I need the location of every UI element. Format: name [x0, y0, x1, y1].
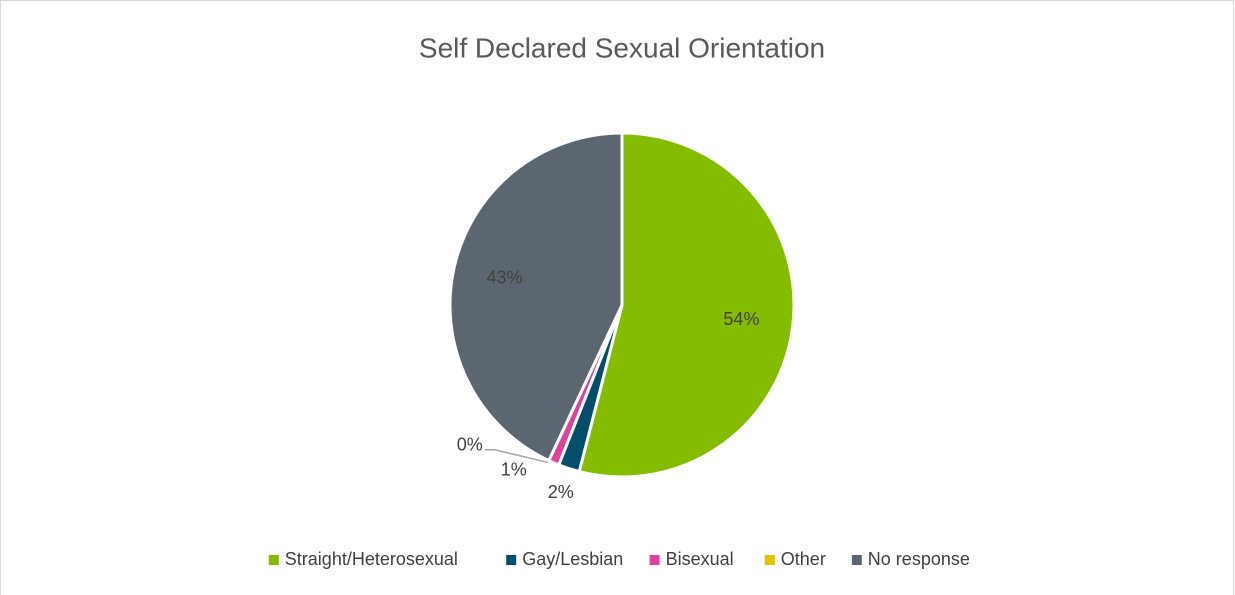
legend-label: Gay/Lesbian	[522, 549, 623, 569]
legend-label: Straight/Heterosexual	[285, 549, 458, 569]
pie-slice	[577, 131, 796, 479]
chart-title: Self Declared Sexual Orientation	[419, 32, 825, 63]
leader-line	[484, 449, 549, 464]
legend-swatch	[506, 555, 517, 565]
data-label: 1%	[501, 460, 527, 480]
legend-swatch	[764, 555, 775, 565]
pie-slice	[448, 131, 624, 463]
legend-swatch	[268, 555, 279, 565]
legend-label: Other	[781, 549, 826, 569]
data-label: 2%	[548, 482, 574, 502]
legend-label: No response	[868, 549, 970, 569]
data-label: 0%	[457, 435, 483, 455]
legend-swatch	[851, 555, 862, 565]
data-label: 43%	[486, 267, 522, 287]
data-label: 54%	[723, 309, 759, 329]
legend-label: Bisexual	[666, 549, 734, 569]
legend-swatch	[649, 555, 660, 565]
